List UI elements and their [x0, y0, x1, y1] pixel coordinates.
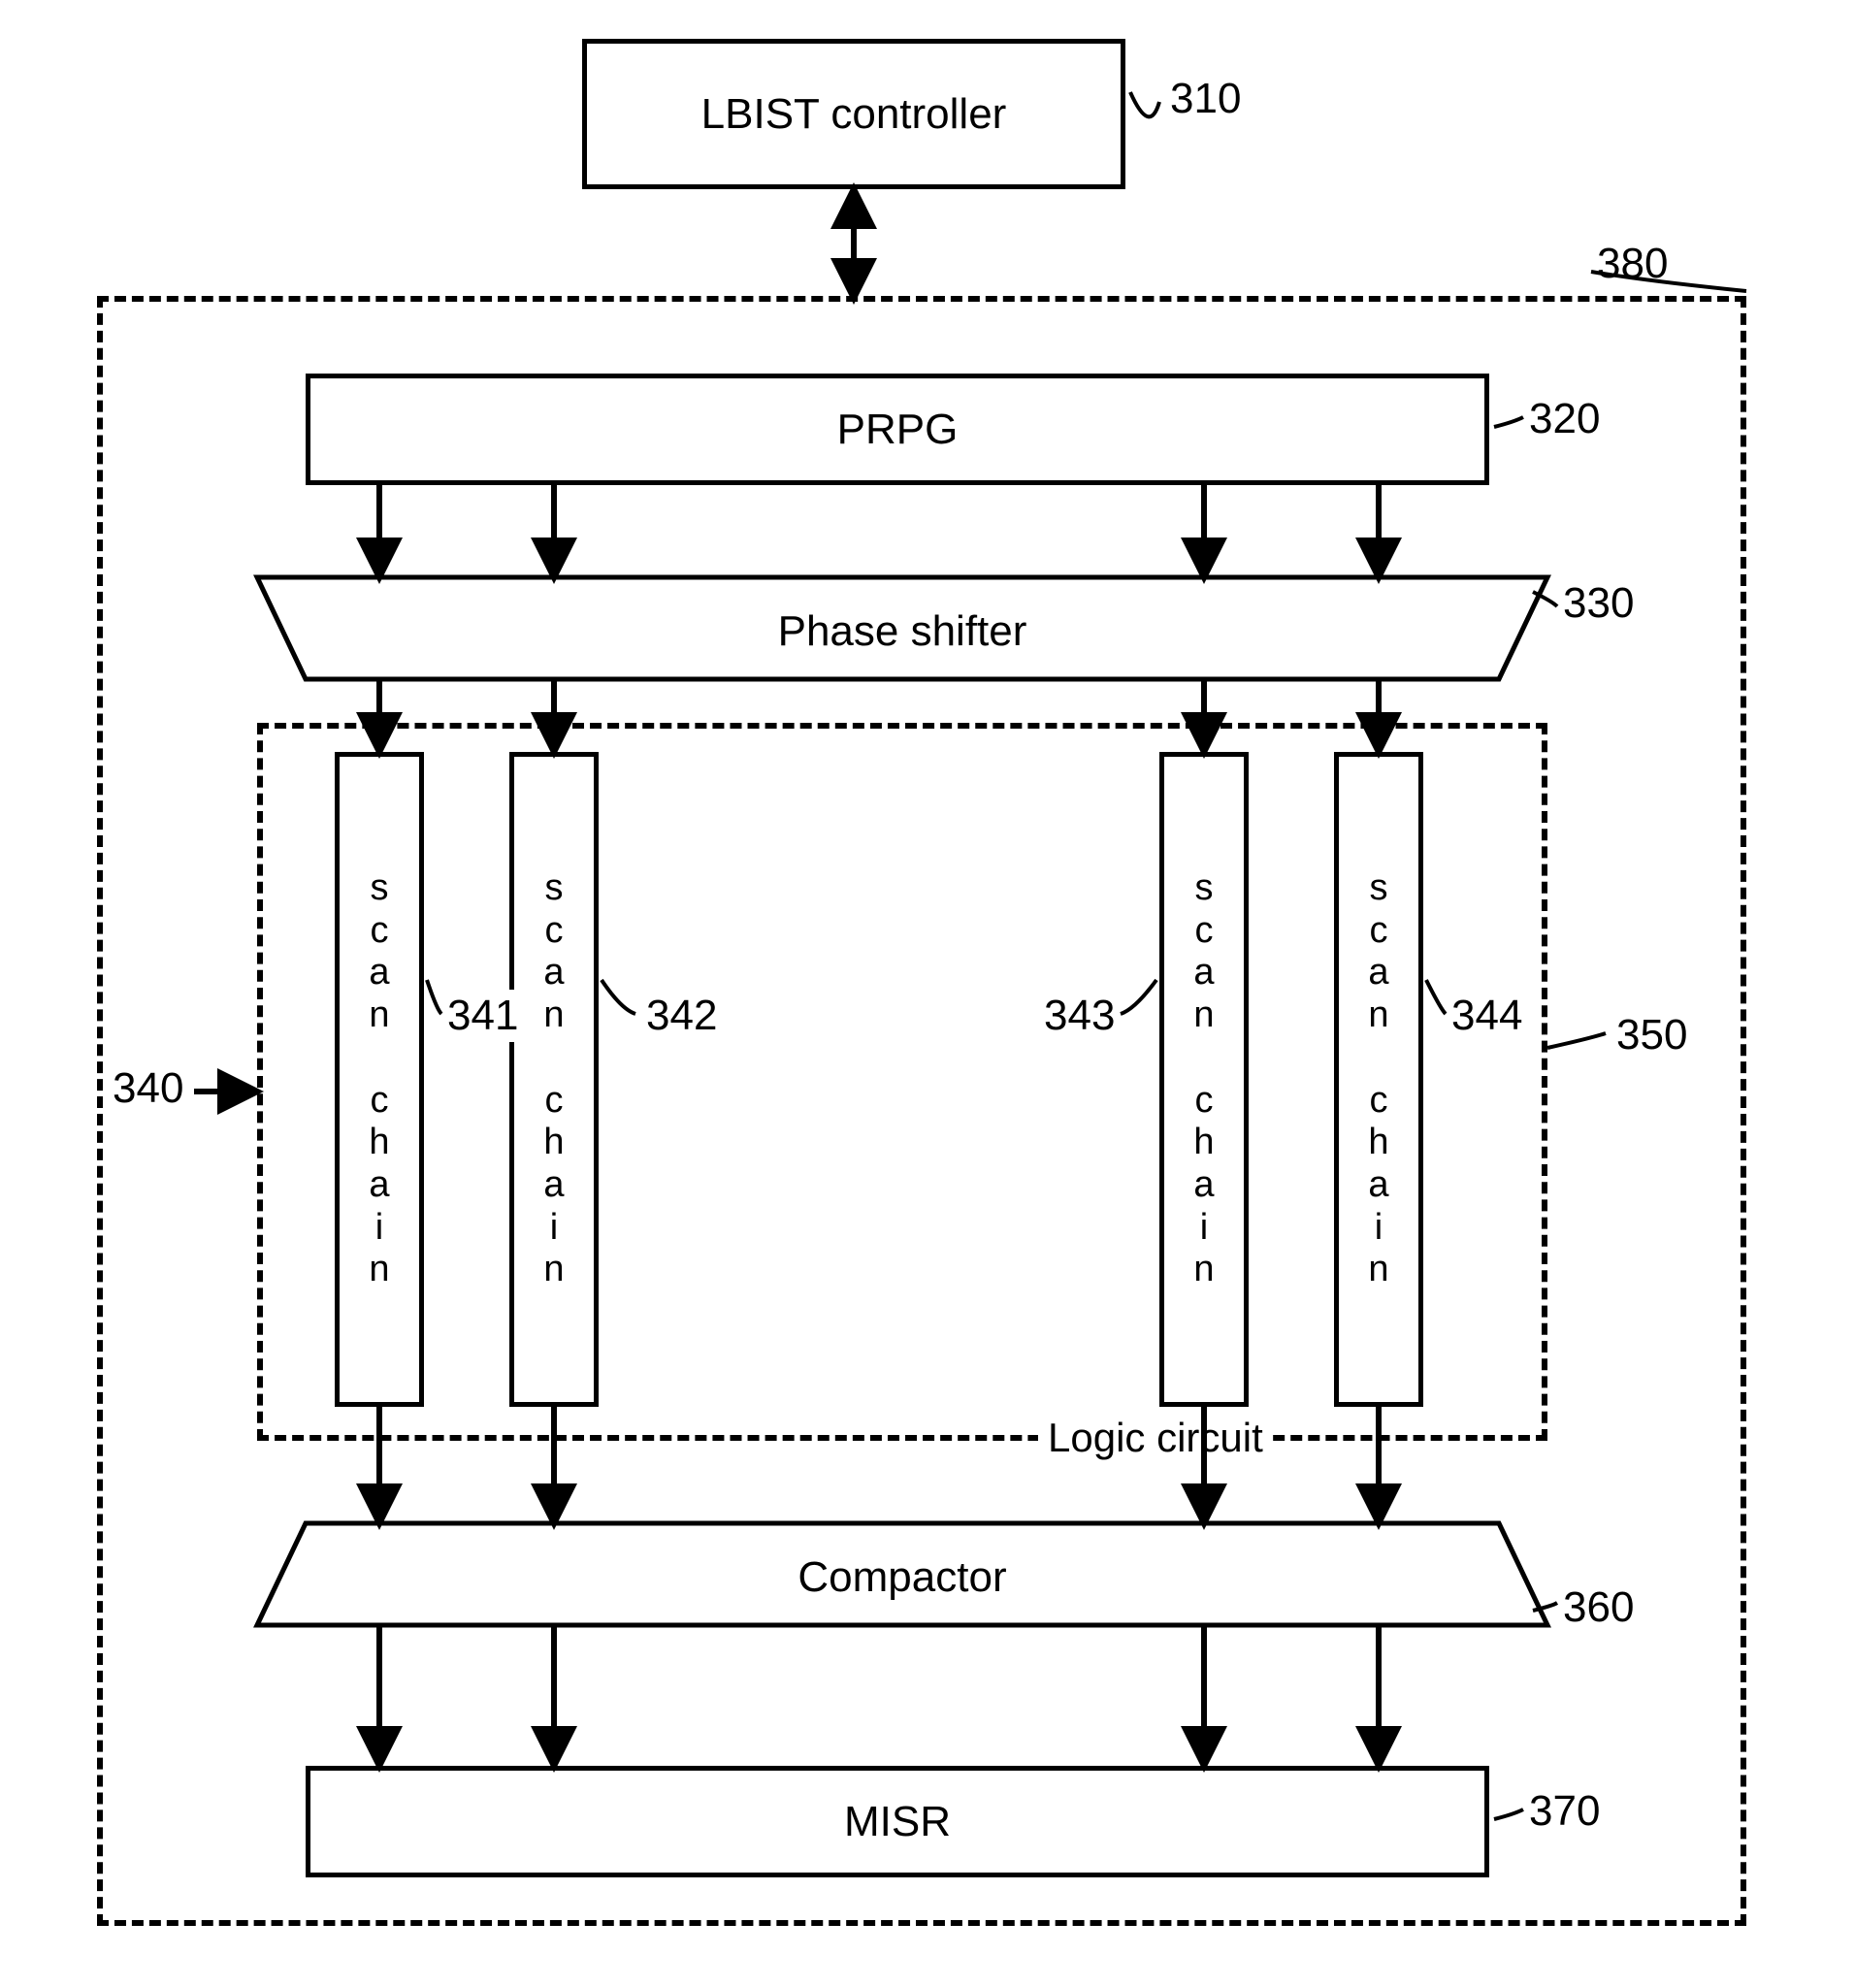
prpg-box: PRPG — [306, 374, 1489, 485]
ref-341: 341 — [441, 990, 524, 1042]
lbist-label: LBIST controller — [701, 90, 1007, 139]
diagram-canvas: LBIST controller 310 380 PRPG 320 330 Lo… — [39, 39, 1816, 1949]
ref-343: 343 — [1038, 990, 1121, 1042]
prpg-label: PRPG — [837, 406, 959, 454]
ref-380: 380 — [1591, 238, 1674, 290]
scan-chain-4: scan chain — [1334, 752, 1423, 1407]
ref-342: 342 — [640, 990, 723, 1042]
leader-310 — [1130, 92, 1159, 116]
logic-circuit-label: Logic circuit — [1038, 1415, 1273, 1461]
ref-310: 310 — [1164, 73, 1247, 125]
ref-344: 344 — [1446, 990, 1528, 1042]
ref-340: 340 — [107, 1062, 189, 1115]
lbist-controller-box: LBIST controller — [582, 39, 1125, 189]
scan-chain-3: scan chain — [1159, 752, 1249, 1407]
scan-chain-1: scan chain — [335, 752, 424, 1407]
ref-350: 350 — [1611, 1009, 1693, 1061]
ref-320: 320 — [1523, 393, 1606, 445]
ref-330: 330 — [1557, 577, 1640, 630]
scan-chain-2: scan chain — [509, 752, 599, 1407]
misr-box: MISR — [306, 1766, 1489, 1877]
ref-360: 360 — [1557, 1581, 1640, 1634]
misr-label: MISR — [844, 1798, 951, 1846]
ref-370: 370 — [1523, 1785, 1606, 1838]
